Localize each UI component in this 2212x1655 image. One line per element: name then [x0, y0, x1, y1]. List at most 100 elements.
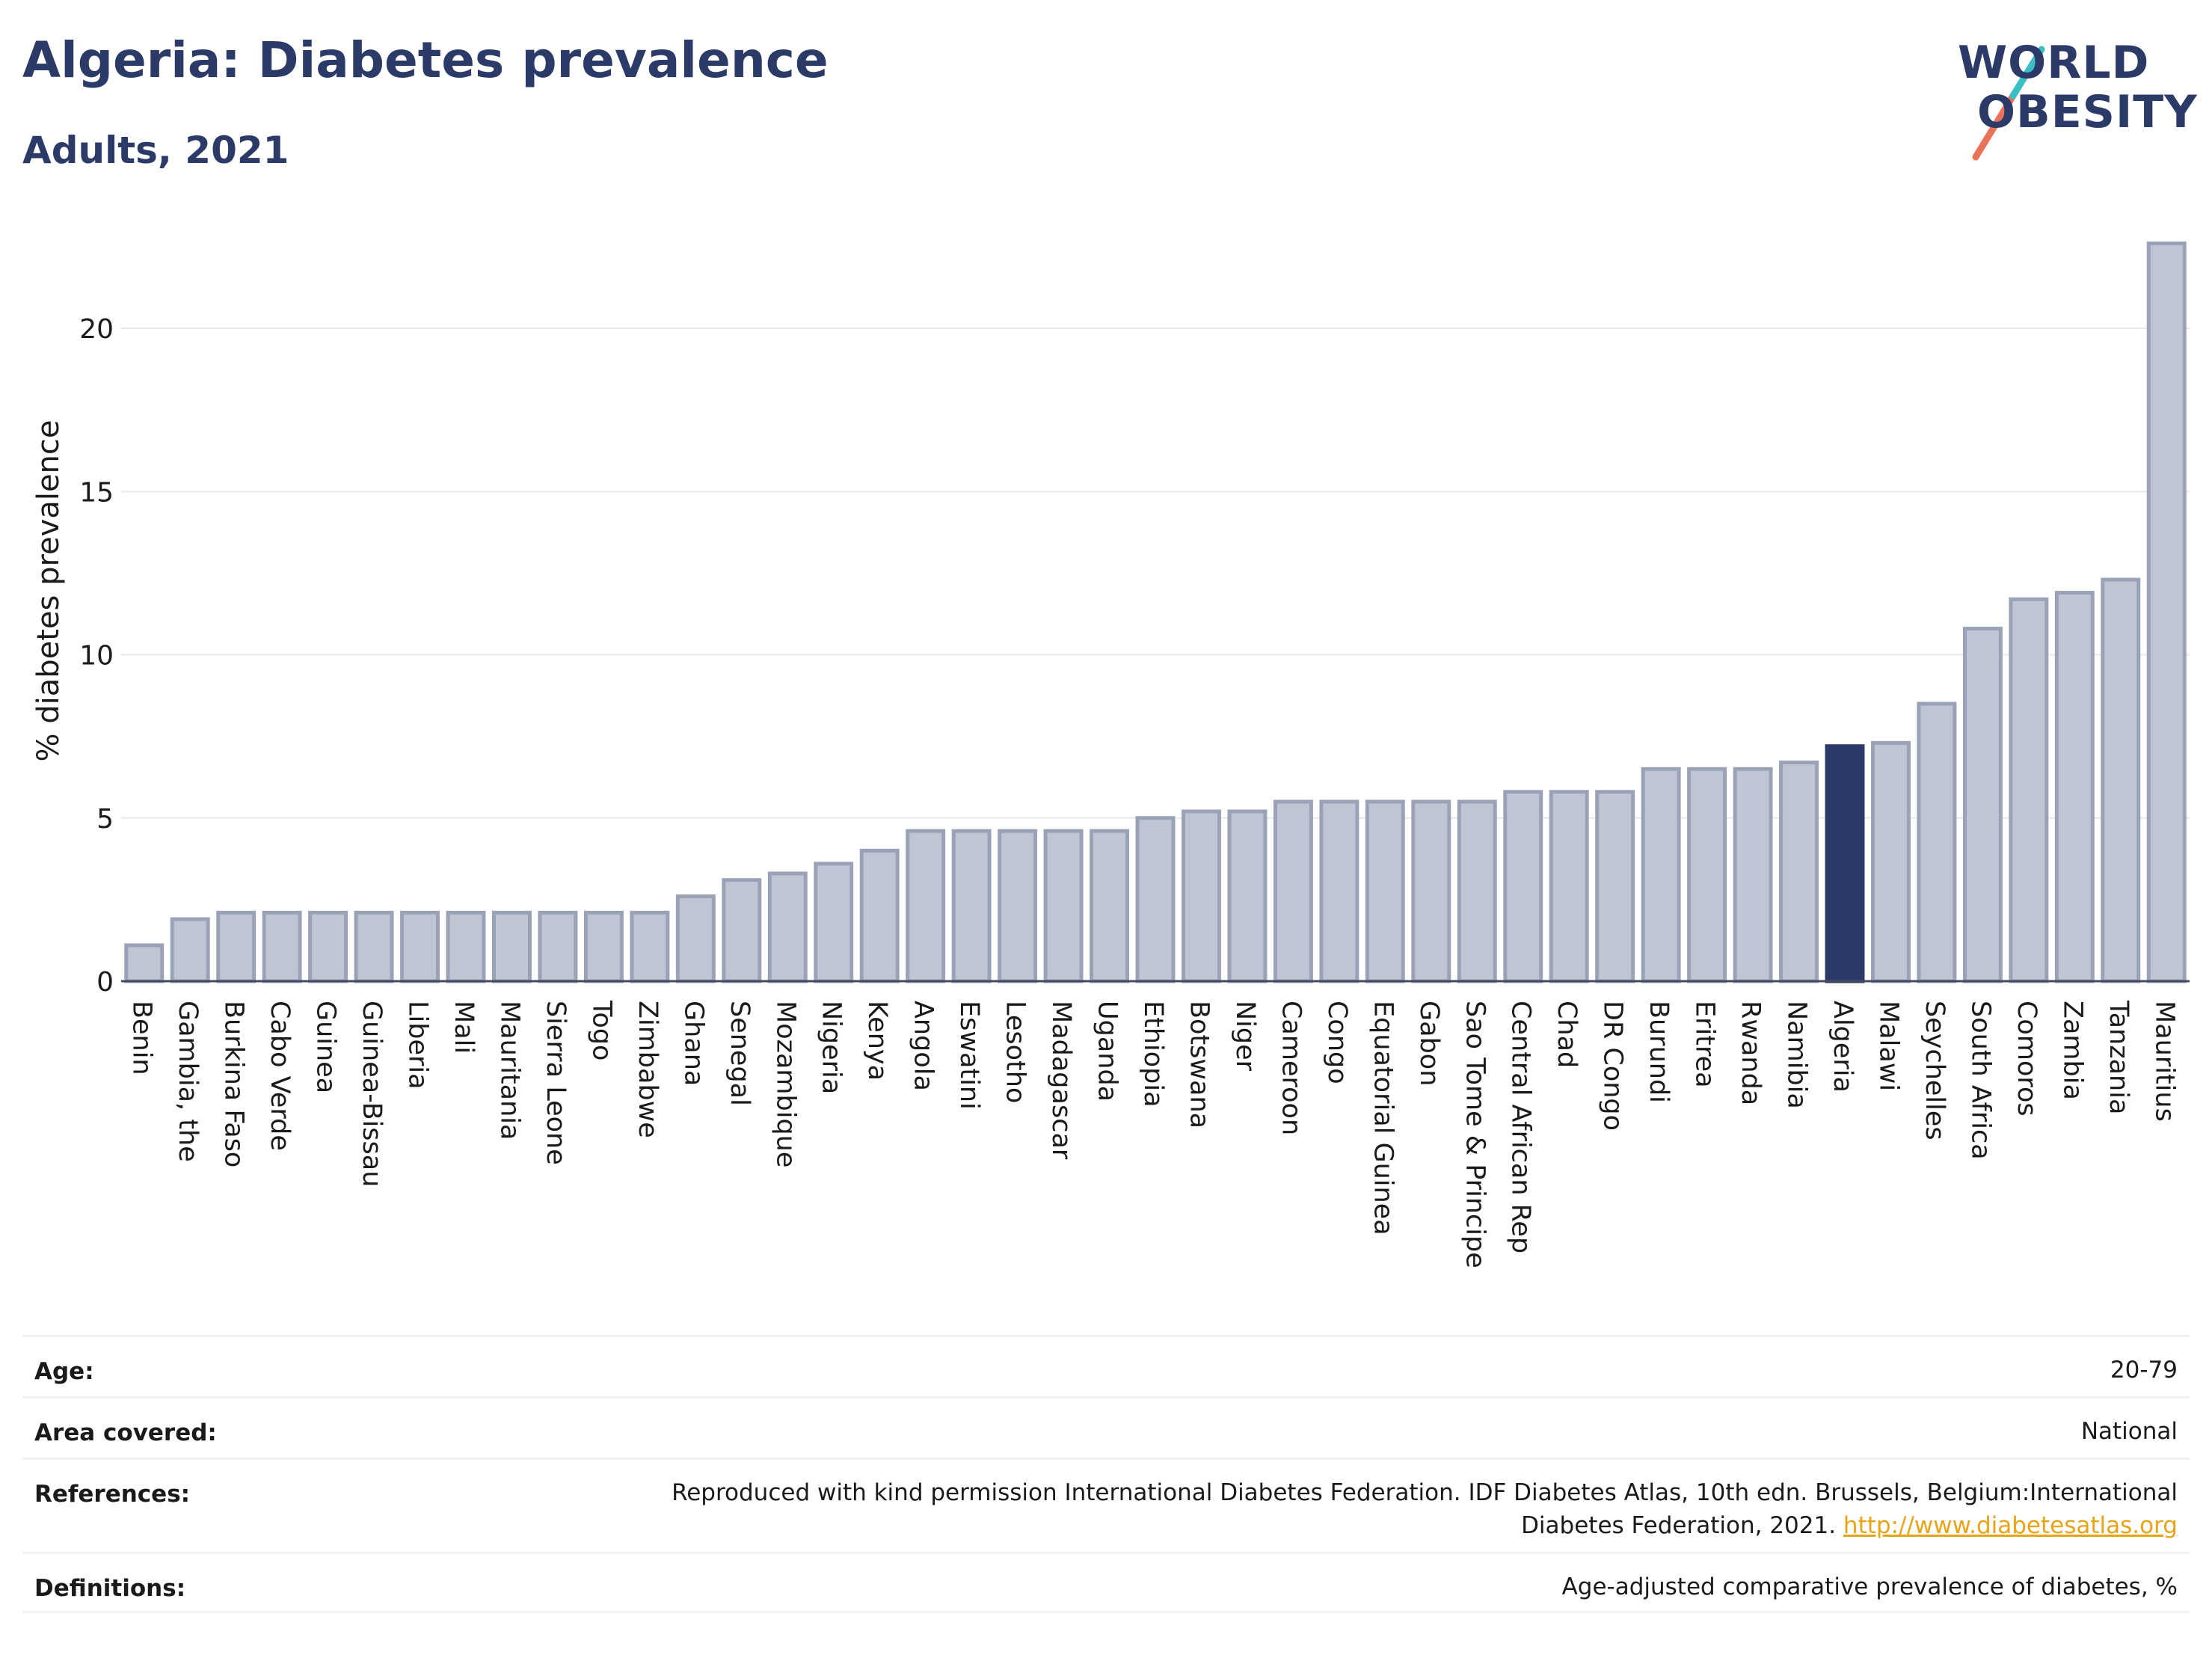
- bar-cameroon: [1273, 799, 1313, 983]
- bar-algeria: [1825, 744, 1865, 983]
- bar-angola: [906, 829, 946, 983]
- bar-botswana: [1181, 809, 1221, 983]
- x-tick-label: DR Congo: [1598, 1001, 1628, 1131]
- x-tick-label: Botswana: [1184, 1001, 1214, 1129]
- bar-malawi: [1870, 740, 1911, 983]
- x-tick-label: Liberia: [403, 1001, 433, 1090]
- x-tick-label: Ethiopia: [1138, 1001, 1168, 1108]
- bar-ghana: [675, 894, 716, 983]
- bar-kenya: [859, 848, 900, 983]
- y-tick-label: 0: [96, 967, 114, 998]
- bar-lesotho: [998, 829, 1038, 983]
- bar-congo: [1319, 799, 1360, 983]
- bar-namibia: [1779, 761, 1819, 983]
- x-tick-label: Equatorial Guinea: [1368, 1001, 1398, 1235]
- references-label: References:: [34, 1481, 191, 1508]
- x-tick-label: Guinea-Bissau: [357, 1001, 387, 1187]
- x-tick-label: Seychelles: [1920, 1001, 1950, 1140]
- bar-madagascar: [1043, 829, 1084, 983]
- bar-sao-tome-principe: [1457, 799, 1497, 983]
- bar-mali: [446, 910, 486, 983]
- bar-central-african-rep: [1503, 790, 1543, 983]
- references-value: Reproduced with kind permission Internat…: [645, 1476, 2178, 1542]
- x-tick-label: Mauritius: [2149, 1001, 2179, 1122]
- bar-guinea: [308, 910, 348, 983]
- bar-ethiopia: [1135, 816, 1176, 983]
- bar-guinea-bissau: [354, 910, 394, 983]
- x-tick-label: Kenya: [862, 1001, 892, 1081]
- bar-dr-congo: [1595, 790, 1635, 983]
- x-tick-label: Mali: [449, 1001, 479, 1054]
- x-tick-label: Central African Rep: [1506, 1001, 1536, 1253]
- bar-burkina-faso: [216, 910, 256, 983]
- bar-equatorial-guinea: [1365, 799, 1405, 983]
- page-subtitle: Adults, 2021: [22, 129, 289, 172]
- bar-south-africa: [1962, 627, 2003, 983]
- x-tick-label: Niger: [1230, 1001, 1260, 1072]
- logo-text-world: WORLD: [1958, 37, 2150, 89]
- x-tick-label: Sao Tome & Principe: [1460, 1001, 1490, 1268]
- x-tick-label: Benin: [127, 1001, 157, 1075]
- x-tick-label: Gabon: [1414, 1001, 1444, 1086]
- y-axis-label: % diabetes prevalence: [31, 420, 66, 761]
- logo-slash-icon: [1972, 46, 2045, 161]
- references-link[interactable]: http://www.diabetesatlas.org: [1843, 1512, 2178, 1539]
- x-tick-label: Congo: [1322, 1001, 1352, 1084]
- bar-mozambique: [767, 871, 808, 983]
- bar-gabon: [1411, 799, 1451, 983]
- bar-mauritania: [491, 910, 532, 983]
- x-tick-label: Cabo Verde: [265, 1001, 295, 1151]
- references-text: Reproduced with kind permission Internat…: [672, 1479, 2178, 1539]
- x-tick-label: Namibia: [1782, 1001, 1812, 1109]
- meta-row-area: Area covered: National: [22, 1396, 2190, 1458]
- bar-eswatini: [951, 829, 992, 983]
- bar-eritrea: [1687, 767, 1727, 983]
- bar-tanzania: [2101, 577, 2141, 983]
- world-obesity-logo: WORLD OBESITY: [1944, 30, 2199, 165]
- y-tick-label: 20: [79, 314, 114, 345]
- bar-senegal: [722, 878, 762, 983]
- bar-comoros: [2009, 597, 2049, 983]
- bar-sierra-leone: [538, 910, 578, 983]
- x-tick-label: Madagascar: [1046, 1001, 1076, 1160]
- age-value: 20-79: [2110, 1357, 2178, 1384]
- age-label: Age:: [34, 1358, 94, 1385]
- y-tick-label: 5: [96, 804, 114, 835]
- x-tick-label: Mozambique: [770, 1001, 800, 1167]
- bar-seychelles: [1917, 701, 1957, 983]
- x-tick-label: Uganda: [1093, 1001, 1122, 1102]
- x-tick-label: Guinea: [311, 1001, 341, 1093]
- x-tick-label: Mauritania: [494, 1001, 524, 1140]
- x-tick-label: Malawi: [1873, 1001, 1903, 1091]
- x-tick-label: Senegal: [725, 1001, 755, 1106]
- bar-nigeria: [814, 862, 854, 983]
- meta-row-definitions: Definitions: Age-adjusted comparative pr…: [22, 1552, 2190, 1613]
- x-tick-label: Angola: [909, 1001, 938, 1091]
- x-tick-label: Burundi: [1644, 1001, 1674, 1103]
- bar-zambia: [2054, 591, 2095, 983]
- bar-mauritius: [2146, 242, 2187, 983]
- bar-benin: [124, 943, 165, 983]
- bar-cabo-verde: [262, 910, 302, 983]
- page-title: Algeria: Diabetes prevalence: [22, 31, 829, 89]
- metadata-table: Age: 20-79 Area covered: National Refere…: [22, 1335, 2190, 1613]
- bar-chad: [1549, 790, 1589, 983]
- bar-niger: [1227, 809, 1268, 983]
- bar-togo: [583, 910, 624, 983]
- x-tick-label: Gambia, the: [173, 1001, 203, 1162]
- x-tick-label: Nigeria: [817, 1001, 847, 1094]
- y-tick-label: 10: [79, 641, 114, 672]
- logo-text-obesity: OBESITY: [1977, 86, 2198, 138]
- x-tick-label: Zimbabwe: [633, 1001, 663, 1138]
- x-tick-label: Comoros: [2012, 1001, 2042, 1117]
- meta-row-age: Age: 20-79: [22, 1335, 2190, 1396]
- bar-burundi: [1641, 767, 1681, 983]
- x-tick-label: Algeria: [1828, 1001, 1858, 1093]
- bar-rwanda: [1733, 767, 1773, 983]
- x-tick-label: Lesotho: [1001, 1001, 1030, 1103]
- x-tick-label: Ghana: [678, 1001, 708, 1086]
- x-tick-label: Zambia: [2057, 1001, 2087, 1100]
- area-value: National: [2080, 1418, 2178, 1445]
- x-tick-label: Tanzania: [2104, 1000, 2133, 1114]
- area-label: Area covered:: [34, 1419, 217, 1446]
